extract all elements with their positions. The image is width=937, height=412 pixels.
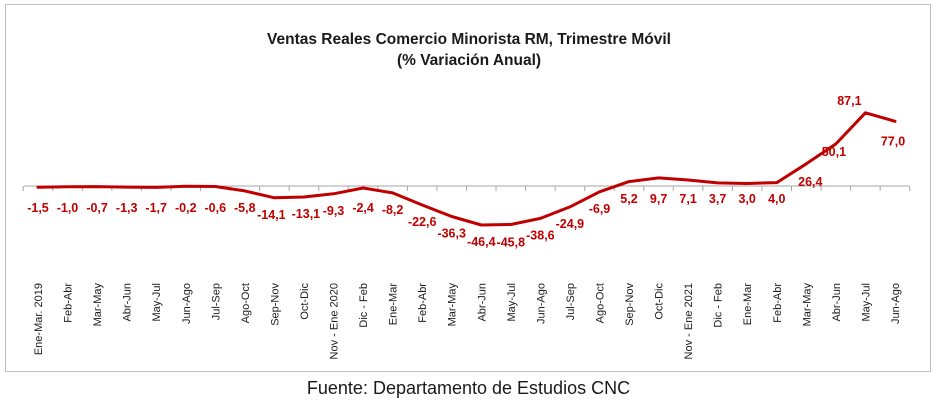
source-note: Fuente: Departamento de Estudios CNC: [306, 378, 631, 398]
data-label: -0,2: [175, 201, 197, 215]
data-label: -36,3: [437, 227, 466, 241]
data-label: -24,9: [556, 217, 585, 231]
x-tick-label: Ene-Mar: [742, 283, 754, 326]
data-label: -0,7: [86, 201, 108, 215]
data-label: -1,0: [57, 201, 79, 215]
data-label: -14,1: [257, 208, 286, 222]
chart-subtitle: (% Variación Anual): [396, 52, 542, 69]
x-tick-label: Oct-Dic: [654, 283, 666, 320]
line-chart: -1,5 -1,0 -0,7 -1,3 -1,7 -0,2 -0,6 -5,8 -14,1 -13…: [22, 94, 911, 360]
data-label: 9,7: [650, 192, 667, 206]
x-tick-label: Mar-May: [801, 283, 813, 327]
x-tick-label: Jun-Ago: [535, 283, 547, 324]
chart-frame: Ventas Reales Comercio Minorista RM, Tri…: [5, 4, 931, 372]
x-tick-label: Sep-Nov: [269, 283, 281, 326]
series-line-layer: [36, 111, 897, 227]
data-label: -8,2: [382, 203, 404, 217]
data-label: 7,1: [679, 192, 696, 206]
data-label: 3,7: [709, 192, 726, 206]
data-label: 26,4: [798, 175, 822, 189]
x-tick-label: Jul-Sep: [565, 283, 577, 320]
data-label: -6,9: [589, 202, 611, 216]
data-label: -0,6: [205, 201, 227, 215]
x-tick-label: Dic - Feb: [713, 283, 725, 328]
chart-title-block: Ventas Reales Comercio Minorista RM, Tri…: [6, 29, 932, 71]
series-line: [36, 111, 897, 227]
data-label: -46,4: [467, 235, 496, 249]
x-tick-label: Sep-Nov: [624, 283, 636, 326]
x-tick-label: May-Jul: [506, 283, 518, 322]
x-tick-label: Jul-Sep: [210, 283, 222, 320]
data-label: 4,0: [768, 192, 785, 206]
x-tick-label: Abr-Jun: [476, 283, 488, 322]
x-tick-label: Jun-Ago: [890, 283, 902, 324]
data-label: -22,6: [408, 215, 437, 229]
x-tick-label: Nov - Ene 2021: [683, 283, 695, 359]
x-tick-label-layer: Ene-Mar. 2019 Feb-Abr Mar-May Abr-Jun May-Ju…: [33, 283, 902, 360]
data-label: -2,4: [352, 201, 374, 215]
data-label: -9,3: [323, 204, 345, 218]
x-tick-label: Mar-May: [447, 283, 459, 327]
x-tick-label: Jun-Ago: [181, 283, 193, 324]
data-label: -13,1: [292, 207, 321, 221]
x-tick-label: Ago-Oct: [240, 283, 252, 323]
data-label: -5,8: [234, 201, 256, 215]
data-label: 87,1: [837, 94, 861, 108]
x-tick-label: Abr-Jun: [831, 283, 843, 322]
data-label: 50,1: [822, 145, 846, 159]
x-tick-label: Oct-Dic: [299, 283, 311, 320]
data-label-layer: -1,5 -1,0 -0,7 -1,3 -1,7 -0,2 -0,6 -5,8 -14,1 -13…: [27, 94, 905, 250]
x-tick-label: Nov - Ene 2020: [329, 283, 341, 359]
x-tick-label: Feb-Abr: [772, 283, 784, 323]
data-label: -1,3: [116, 201, 138, 215]
x-tick-label: Ene-Mar. 2019: [33, 283, 45, 355]
x-tick-label: Feb-Abr: [63, 283, 75, 323]
x-tick-label: Dic - Feb: [358, 283, 370, 328]
data-label: -1,5: [27, 201, 49, 215]
data-label: -1,7: [145, 201, 167, 215]
x-tick-label: Abr-Jun: [122, 283, 134, 322]
x-tick-label: May-Jul: [151, 283, 163, 322]
data-label: -38,6: [526, 228, 555, 242]
x-tick-label: Ene-Mar: [388, 283, 400, 326]
x-tick-label: Ago-Oct: [595, 283, 607, 323]
x-tick-label: Feb-Abr: [417, 283, 429, 323]
data-label: 77,0: [881, 134, 905, 148]
chart-title: Ventas Reales Comercio Minorista RM, Tri…: [267, 31, 671, 48]
data-label: 3,0: [739, 192, 756, 206]
data-label: 5,2: [620, 192, 637, 206]
x-tick-label: Mar-May: [92, 283, 104, 327]
data-label: -45,8: [497, 236, 526, 250]
x-tick-label: May-Jul: [860, 283, 872, 322]
